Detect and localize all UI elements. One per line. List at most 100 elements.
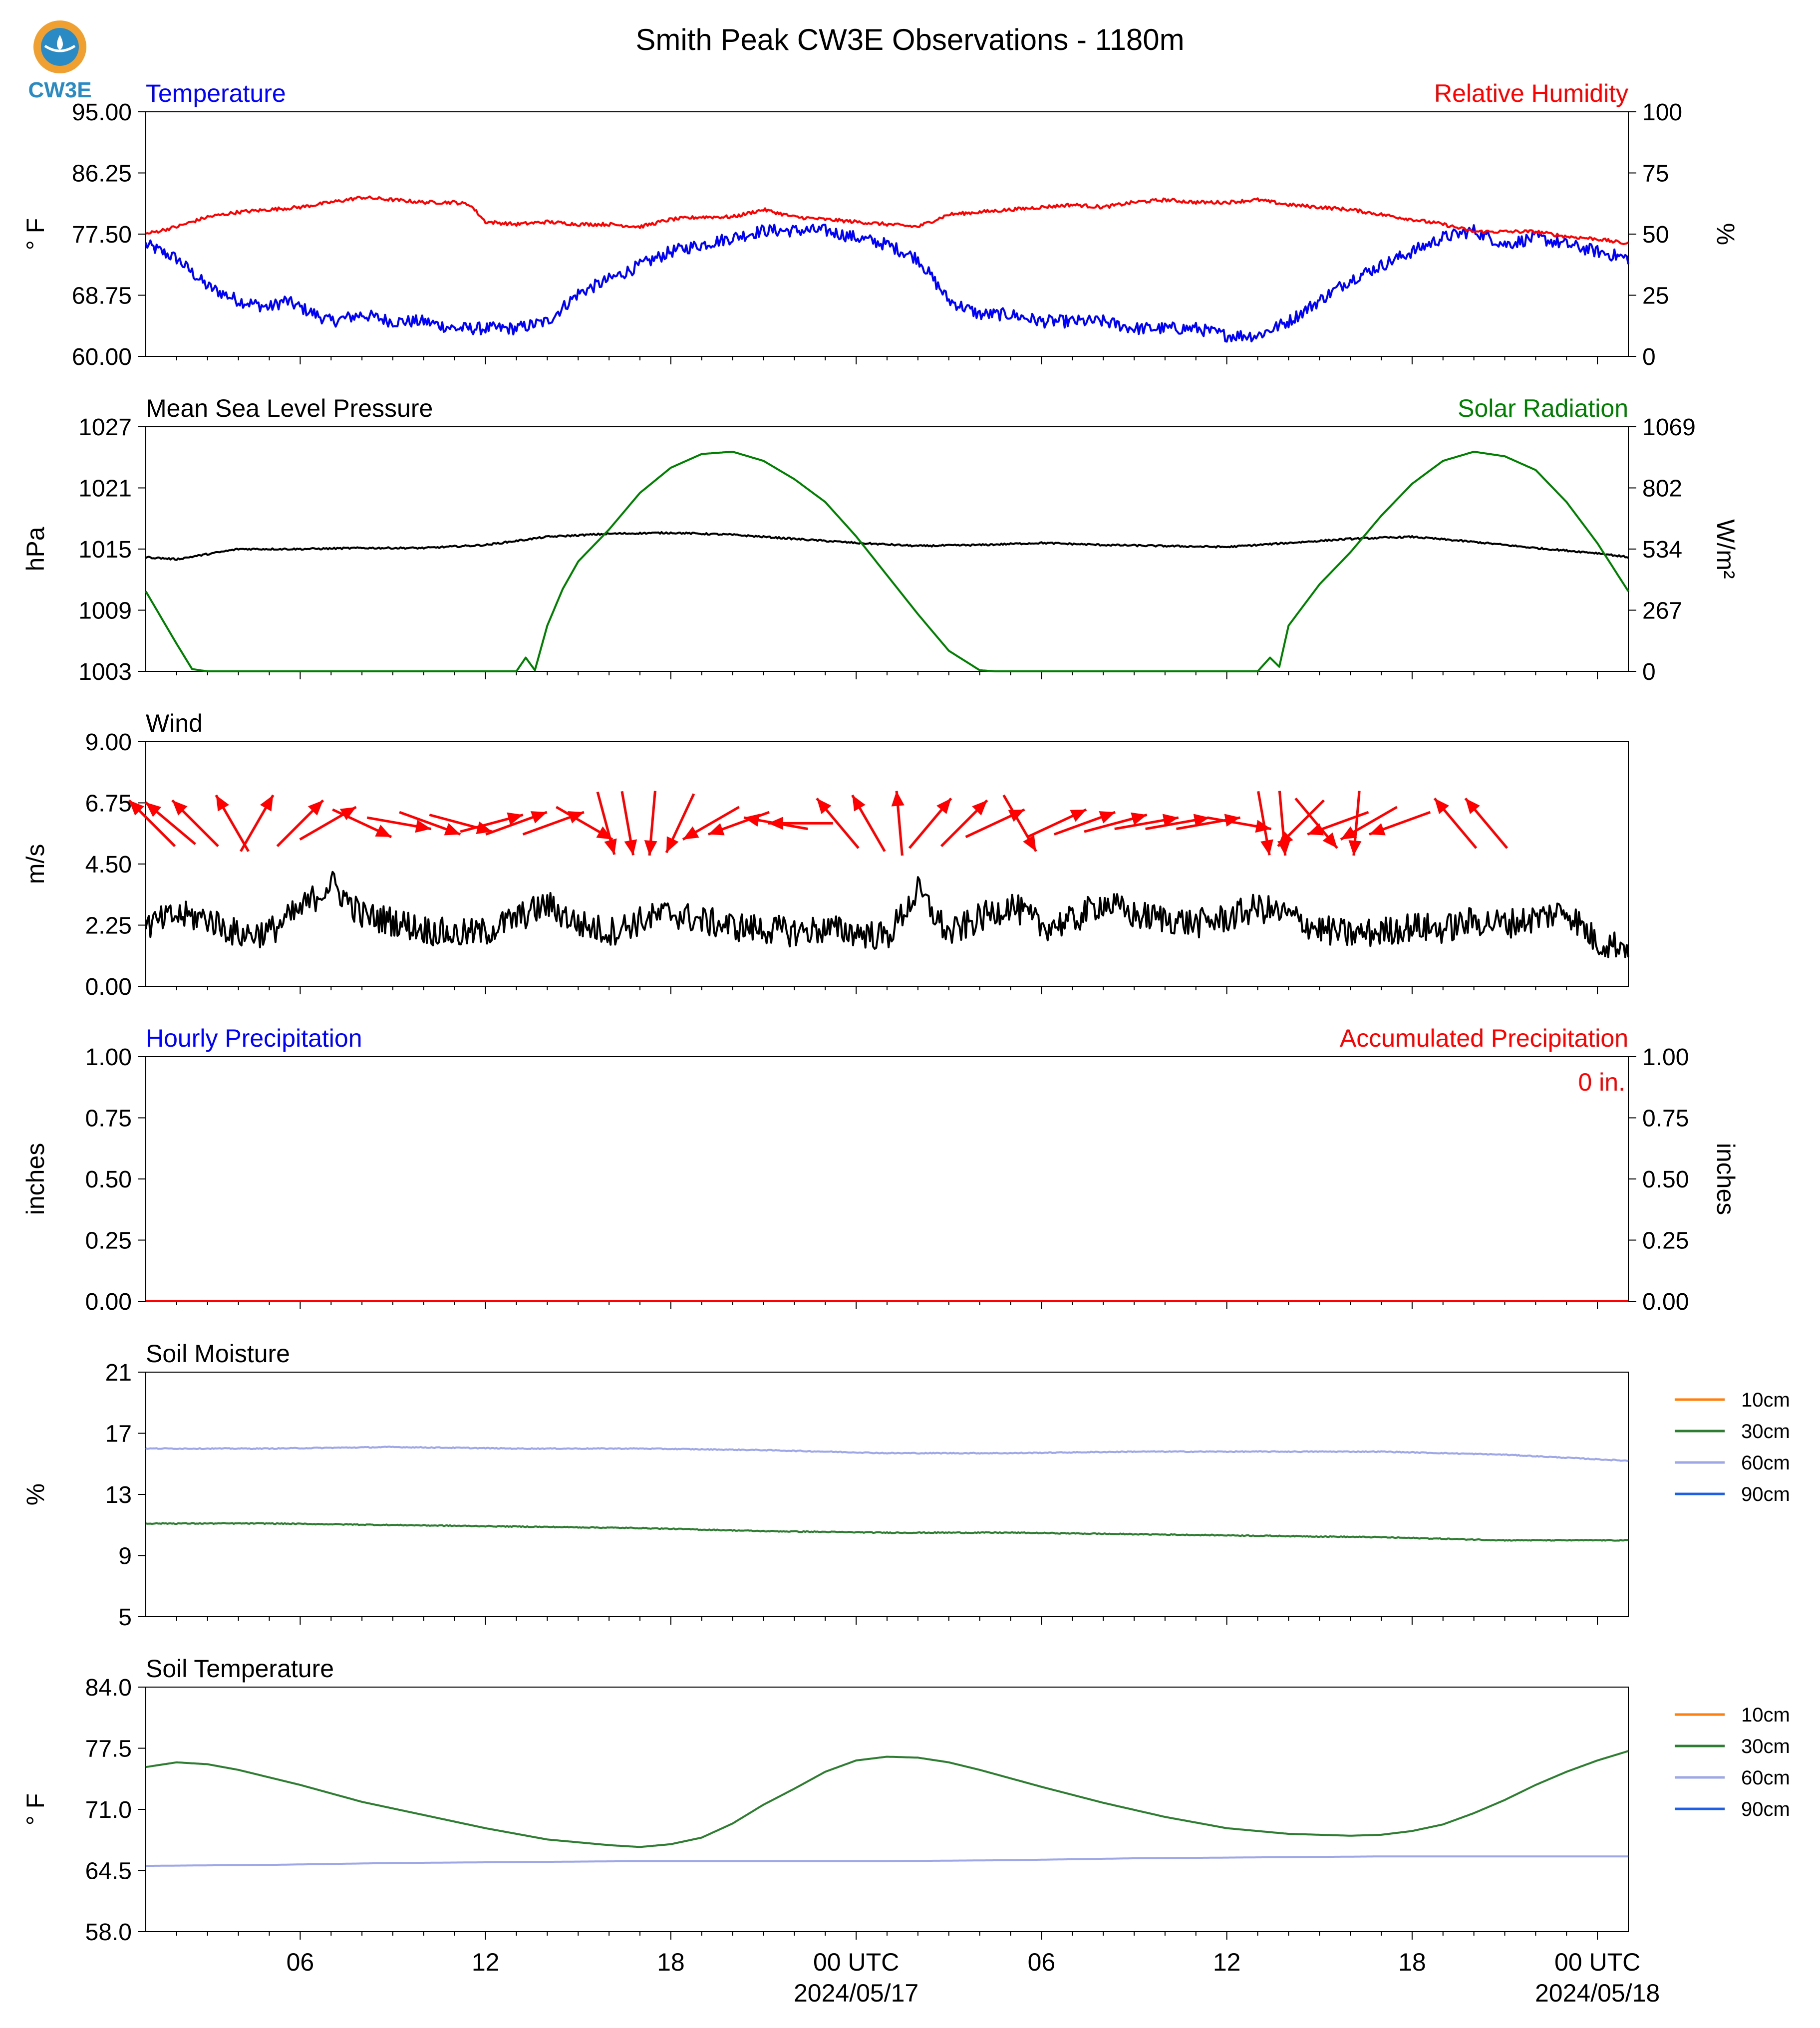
logo-text: CW3E — [28, 78, 91, 102]
legend-label: 10cm — [1741, 1704, 1790, 1726]
y-tick-label: 60.00 — [72, 344, 132, 370]
y-right-tick-label: 50 — [1642, 222, 1669, 248]
wind-arrow — [485, 811, 548, 836]
wind-arrow-head — [1131, 812, 1147, 825]
panel-3: 0.00 0.25 0.50 0.75 1.00 0.00 0.25 0.50 0.75 1.00… — [21, 1024, 1740, 1315]
panel-frame — [145, 741, 1629, 987]
y-right-tick-label: 0.00 — [1642, 1289, 1689, 1315]
y-right-tick-label: 1069 — [1642, 414, 1696, 441]
legend-label: 90cm — [1741, 1483, 1790, 1505]
panel-title: Temperature — [146, 79, 286, 107]
wind-arrow — [276, 799, 324, 848]
y-axis-label: m/s — [21, 844, 49, 884]
wind-arrow — [1084, 812, 1148, 833]
wind-arrow — [1257, 791, 1273, 856]
panel-frame — [145, 1687, 1629, 1932]
panel-title: Soil Temperature — [146, 1655, 334, 1683]
wind-arrow-head — [129, 800, 144, 816]
y-axis-label: hPa — [21, 527, 49, 571]
wind-arrow — [1369, 811, 1431, 836]
wind-arrow-head — [683, 826, 699, 840]
x-tick-label: 12 — [472, 1948, 500, 1976]
y-tick-label: 84.0 — [85, 1675, 132, 1701]
wind-arrow-head — [624, 839, 637, 856]
series-line — [145, 1750, 1629, 1848]
y-tick-label: 68.75 — [72, 283, 132, 309]
y-tick-label: 1015 — [78, 537, 132, 563]
y-tick-label: 86.25 — [72, 161, 132, 187]
y-tick-label: 77.5 — [85, 1736, 132, 1762]
wind-arrow-head — [1224, 814, 1240, 827]
wind-arrow-head — [666, 836, 679, 853]
y-tick-label: 1009 — [78, 598, 132, 624]
y-axis-label: ° F — [21, 218, 49, 250]
wind-arrow — [891, 791, 905, 856]
y-axis-label: ° F — [21, 1793, 49, 1825]
wind-arrow — [1027, 808, 1087, 839]
panel-title: Soil Moisture — [146, 1340, 290, 1368]
wind-arrow — [1294, 797, 1338, 849]
x-tick-label: 18 — [1398, 1948, 1426, 1976]
wind-arrow-head — [260, 795, 274, 812]
wind-arrow-head — [1434, 798, 1449, 814]
wind-arrow — [145, 801, 196, 846]
wind-arrow — [460, 812, 524, 833]
wind-arrow-head — [415, 820, 431, 833]
series-line — [145, 1522, 1629, 1542]
wind-arrow — [215, 794, 250, 852]
wind-arrow-head — [1260, 839, 1273, 856]
wind-arrow-head — [507, 812, 523, 825]
y-tick-label: 0.50 — [85, 1166, 132, 1193]
wind-arrow-head — [476, 821, 492, 834]
y-tick-label: 0.00 — [85, 974, 132, 1000]
y-tick-label: 58.0 — [85, 1919, 132, 1946]
logo-wave — [44, 44, 76, 52]
wind-arrow — [682, 806, 740, 841]
wind-arrow-head — [1162, 814, 1179, 827]
y-tick-label: 0.25 — [85, 1228, 132, 1254]
y-tick-label: 95.00 — [72, 99, 132, 126]
y-tick-label: 6.75 — [85, 791, 132, 817]
y-tick-label: 1.00 — [85, 1044, 132, 1071]
legend: 10cm 30cm 60cm 90cm — [1675, 1704, 1790, 1820]
x-tick-label: 06 — [1028, 1948, 1056, 1976]
x-tick-label: 00 UTC — [813, 1948, 899, 1976]
y-right-tick-label: 534 — [1642, 537, 1682, 563]
y-axis-label-right: W/m² — [1712, 519, 1740, 579]
wind-arrow — [1277, 799, 1325, 848]
wind-arrow-head — [1099, 811, 1116, 824]
precip-total-annotation: 0 in. — [1578, 1068, 1625, 1096]
wind-arrow — [1348, 791, 1362, 856]
wind-arrow-head — [768, 817, 783, 830]
y-right-tick-label: 267 — [1642, 598, 1682, 624]
logo-drop — [57, 35, 63, 50]
y-right-tick-label: 100 — [1642, 99, 1682, 126]
wind-arrow-head — [1465, 798, 1480, 814]
panel-0: 60.00 68.75 77.50 86.25 95.00 0 25 50 75 100 Tempe… — [21, 79, 1740, 370]
y-tick-label: 71.0 — [85, 1797, 132, 1823]
y-right-tick-label: 0.75 — [1642, 1106, 1689, 1132]
wind-arrow-head — [172, 800, 188, 816]
wind-arrow-head — [891, 791, 905, 807]
wind-arrow — [708, 811, 770, 836]
y-tick-label: 9 — [118, 1543, 132, 1570]
wind-arrow — [240, 794, 275, 852]
wind-arrow-head — [1307, 823, 1324, 836]
wind-arrow-head — [1322, 832, 1337, 849]
legend-label: 30cm — [1741, 1736, 1790, 1757]
wind-arrow-head — [339, 807, 356, 821]
series-line — [146, 1855, 1628, 1867]
y-tick-label: 1003 — [78, 659, 132, 685]
wind-arrow-head — [1278, 831, 1293, 847]
wind-arrow-head — [744, 814, 760, 827]
wind-arrow-head — [530, 811, 547, 824]
series-line — [145, 195, 1629, 246]
y-tick-label: 77.50 — [72, 222, 132, 248]
y-right-tick-label: 0.25 — [1642, 1228, 1689, 1254]
panel-4: 5 9 13 17 21 Soil Moisture% 10cm 30cm 60cm 90cm — [21, 1340, 1790, 1631]
panel-title-right: Solar Radiation — [1458, 394, 1628, 422]
wind-arrow — [1207, 816, 1271, 833]
y-tick-label: 1021 — [78, 476, 132, 502]
wind-arrow — [596, 791, 617, 855]
wind-arrow — [1054, 811, 1116, 836]
